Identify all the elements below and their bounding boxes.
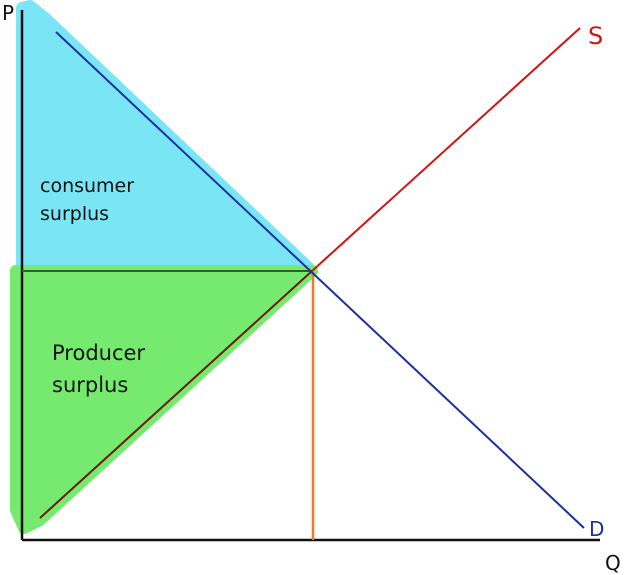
price-axis-label: P — [2, 1, 14, 25]
producer-surplus-label-line2: surplus — [52, 373, 128, 397]
supply-curve — [311, 27, 581, 272]
demand-curve — [55, 31, 585, 529]
producer-surplus-label-line1: Producer — [52, 341, 145, 365]
producer-surplus-region — [10, 265, 318, 534]
consumer-surplus-label-line1: consumer — [40, 175, 134, 197]
consumer-surplus-label-line2: surplus — [40, 203, 109, 225]
quantity-axis-label: Q — [605, 551, 621, 575]
supply-curve-lower-segment — [39, 270, 313, 519]
supply-label: S — [588, 22, 603, 50]
demand-label: D — [589, 517, 604, 541]
